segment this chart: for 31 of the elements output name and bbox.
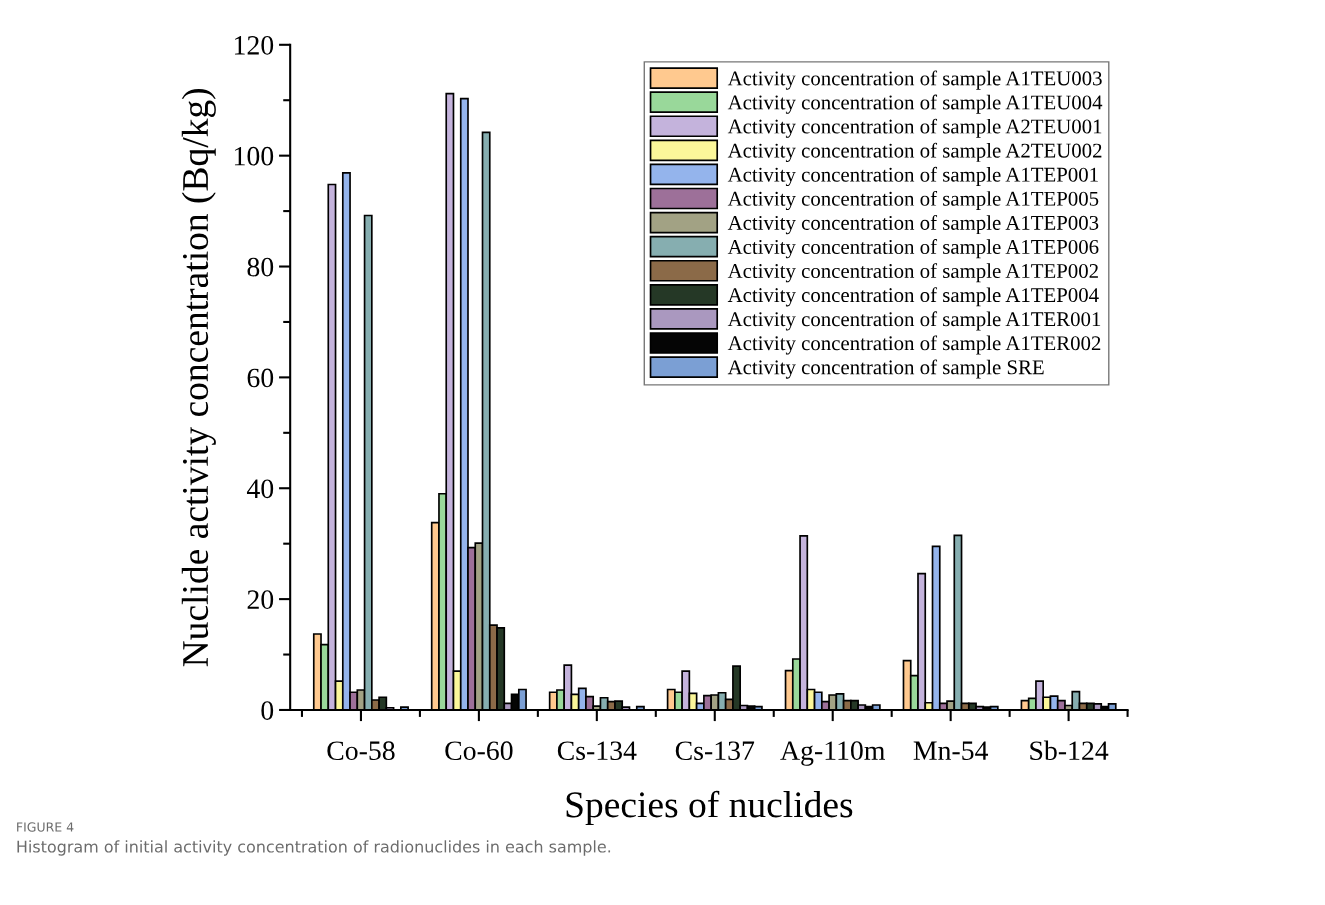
x-tick-label: Cs-134 [557,741,637,761]
x-tick-label: Cs-137 [675,741,755,761]
caption: FIGURE 4 [17,822,74,832]
legend-label: Activity concentration of sample A1TER002 [727,335,1101,355]
y-tick-label: 60 [247,368,274,388]
y-tick-label: 20 [247,590,274,610]
legend-label: Activity concentration of sample A1TEU004 [727,94,1103,114]
legend-label: Activity concentration of sample A1TEU003 [727,70,1102,90]
y-tick-label: 40 [246,479,274,499]
x-axis-title: Species of nuclides [566,790,853,826]
x-tick-label: Co-58 [327,741,395,761]
legend-label: Activity concentration of sample A1TEP006 [727,239,1099,259]
legend-label: Activity concentration of sample A1TEP005 [727,190,1099,211]
legend-label: Activity concentration of sample A1TEP003 [727,215,1099,235]
legend-label: Activity concentration of sample A2TEU001 [727,118,1102,138]
legend-label: Activity concentration of sample A1TEP002 [727,263,1098,283]
x-tick-label: Mn-54 [913,741,989,761]
text: Histogram of initial activity concentration of radionuclides in each sample. [17,840,611,856]
legend-label: Activity concentration of sample A1TEP001 [727,166,1098,187]
y-axis-title: Nuclide activity concentration (Bq/kg) [181,89,216,667]
x-tick-label: Ag-110m [780,741,885,766]
legend-label: Activity concentration of sample A1TEP004 [727,287,1099,307]
legend-label: Activity concentration of sample A1TER001 [727,311,1101,331]
legend-label: Activity concentration of sample SRE [727,359,1044,379]
x-tick-label: Co-60 [445,741,513,761]
y-tick-label: 0 [261,701,274,720]
y-tick-label: 120 [234,35,274,55]
x-tick-label: Sb-124 [1030,740,1109,761]
legend-label: Activity concentration of sample A2TEU002 [727,142,1102,162]
y-tick-label: 100 [234,146,274,166]
y-tick-label: 80 [247,257,274,277]
